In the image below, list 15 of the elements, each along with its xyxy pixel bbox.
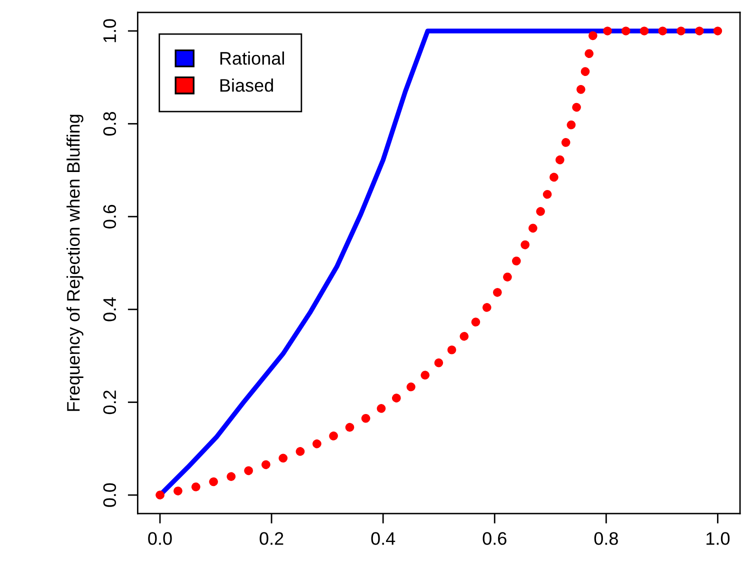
x-tick-label: 1.0 (706, 532, 730, 545)
y-tick-label: 0.4 (103, 297, 116, 322)
y-tick-label: 1.0 (103, 19, 116, 42)
y-tick-label: 0.2 (103, 390, 116, 414)
y-axis-title: Frequency of Rejection when Bluffing (66, 114, 84, 411)
y-tick-label: 0.8 (103, 112, 116, 136)
x-tick-label: 0.4 (371, 532, 396, 545)
x-tick-label: 0.6 (482, 532, 506, 545)
y-tick-label: 0.0 (103, 483, 116, 507)
x-tick-label: 0.8 (594, 532, 618, 545)
x-tick-label: 0.0 (148, 532, 172, 545)
legend-label: Biased (220, 78, 273, 92)
y-tick-label: 0.6 (103, 204, 116, 228)
legend-label: Rational (220, 51, 284, 65)
x-tick-label: 0.2 (260, 532, 284, 545)
